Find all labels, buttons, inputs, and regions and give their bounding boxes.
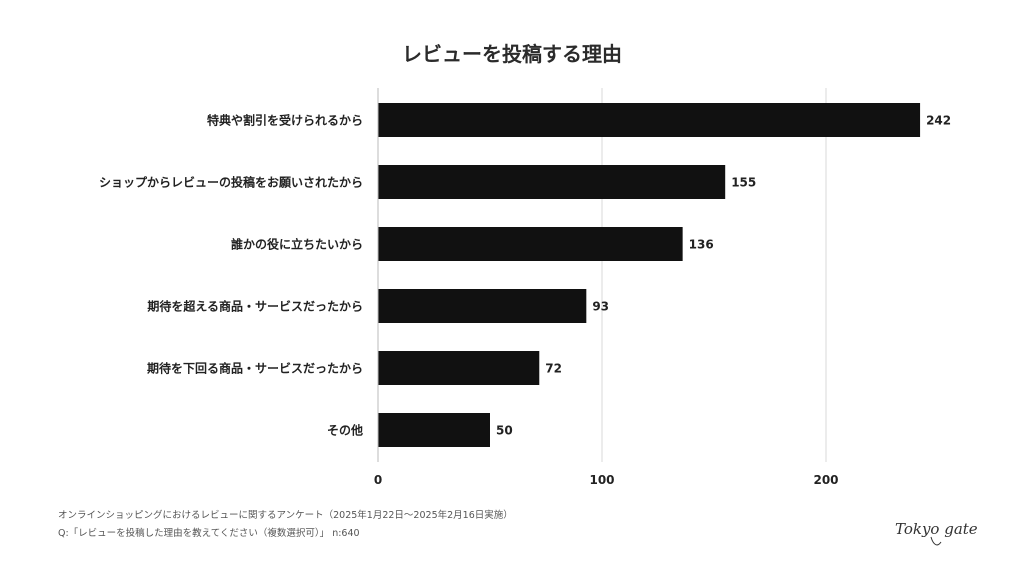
category-label-3: 期待を超える商品・サービスだったから	[147, 299, 363, 314]
x-tick-label-100: 100	[589, 473, 614, 487]
category-label-5: その他	[327, 423, 363, 438]
category-label-0: 特典や割引を受けられるから	[207, 113, 363, 128]
question-note: Q:「レビューを投稿した理由を教えてください（複数選択可）」 n:640	[58, 528, 360, 539]
bar-chart: 242 特典や割引を受けられるから 155 ショップからレビューの投稿をお願いされたか…	[99, 88, 951, 487]
survey-note: オンラインショッピングにおけるレビューに関するアンケート（2025年1月22日〜…	[58, 510, 513, 521]
bar-1	[378, 165, 726, 199]
x-tick-label-200: 200	[813, 473, 838, 487]
category-label-1: ショップからレビューの投稿をお願いされたから	[99, 175, 363, 190]
category-label-2: 誰かの役に立ちたいから	[231, 237, 363, 252]
bar-0	[378, 103, 921, 137]
category-label-4: 期待を下回る商品・サービスだったから	[147, 361, 363, 376]
tokyo-gate-logo: Tokyo gate	[895, 520, 978, 546]
logo-text: Tokyo gate	[895, 520, 978, 538]
bar-4	[378, 351, 540, 385]
chart-title: レビューを投稿する理由	[402, 42, 622, 66]
value-label-4: 72	[545, 362, 562, 376]
bar-5	[378, 413, 490, 447]
x-tick-label-0: 0	[374, 473, 382, 487]
value-label-1: 155	[731, 176, 756, 190]
value-label-3: 93	[592, 300, 609, 314]
value-label-0: 242	[926, 114, 951, 128]
value-label-5: 50	[496, 424, 513, 438]
bar-3	[378, 289, 587, 323]
bar-2	[378, 227, 683, 261]
value-label-2: 136	[689, 238, 714, 252]
